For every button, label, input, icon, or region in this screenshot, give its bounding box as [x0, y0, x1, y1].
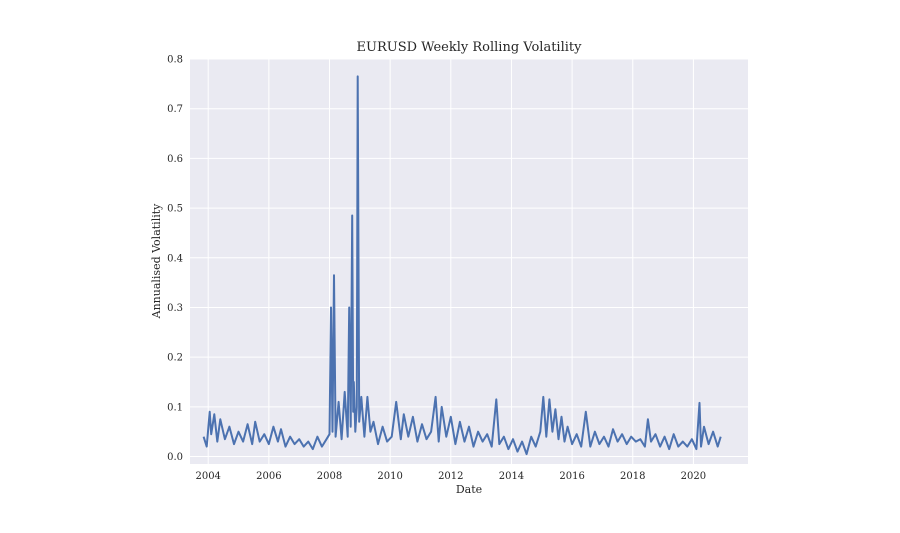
y-tick-label: 0.4: [167, 253, 183, 264]
y-axis-label: Annualised Volatility: [150, 203, 163, 320]
y-tick-label: 0.3: [167, 303, 183, 314]
volatility-series-line: [202, 75, 722, 456]
x-tick-labels: 2004 2006 2008 2010 2012 2014 2016 2018 2020: [195, 471, 706, 482]
y-tick-label: 0.8: [167, 55, 183, 66]
x-tick-label: 2016: [559, 471, 584, 482]
chart-title: EURUSD Weekly Rolling Volatility: [357, 40, 583, 55]
plot-area: [190, 59, 748, 464]
x-tick-label: 2008: [317, 471, 342, 482]
x-tick-label: 2004: [195, 471, 220, 482]
y-tick-label: 0.5: [167, 204, 183, 215]
x-tick-label: 2014: [499, 471, 524, 482]
y-tick-label: 0.7: [167, 104, 183, 115]
x-axis-label: Date: [456, 483, 482, 496]
x-tick-label: 2012: [438, 471, 463, 482]
x-tick-label: 2010: [377, 471, 402, 482]
x-tick-label: 2020: [681, 471, 706, 482]
x-tick-label: 2018: [620, 471, 645, 482]
y-tick-label: 0.0: [167, 452, 183, 463]
x-tick-label: 2006: [256, 471, 281, 482]
grid-lines: [190, 58, 748, 464]
y-tick-labels: 0.0 0.1 0.2 0.3 0.4 0.5 0.6 0.7 0.8: [167, 55, 183, 464]
y-tick-label: 0.1: [167, 402, 183, 413]
y-tick-label: 0.2: [167, 353, 183, 364]
y-tick-label: 0.6: [167, 154, 183, 165]
